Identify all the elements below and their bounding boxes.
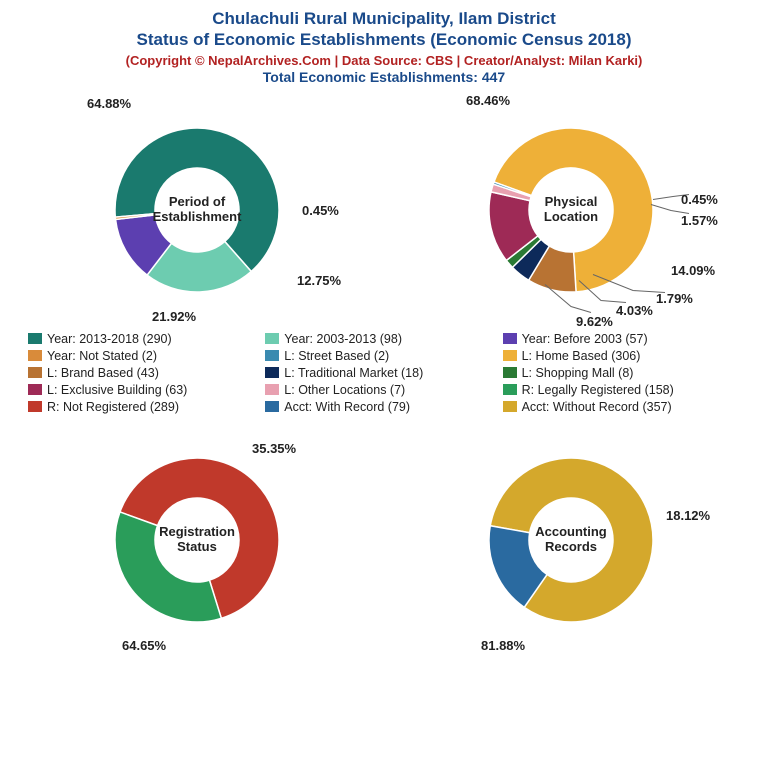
slice-pct-label: 81.88% — [481, 638, 525, 653]
copyright-line: (Copyright © NepalArchives.Com | Data So… — [10, 53, 758, 68]
header: Chulachuli Rural Municipality, Ilam Dist… — [0, 0, 768, 89]
legend-swatch — [28, 350, 42, 361]
chart-period-of-establishment: Period ofEstablishment64.88%21.92%12.75%… — [27, 93, 367, 328]
slice-pct-label: 9.62% — [576, 314, 613, 329]
slice-pct-label: 0.45% — [681, 192, 718, 207]
legend-label: R: Not Registered (289) — [47, 400, 179, 414]
legend-swatch — [265, 401, 279, 412]
legend-label: L: Shopping Mall (8) — [522, 366, 634, 380]
legend-item: Year: 2013-2018 (290) — [28, 332, 265, 346]
slice-pct-label: 4.03% — [616, 303, 653, 318]
chart-accounting-records: AccountingRecords81.88%18.12% — [401, 423, 741, 658]
charts-row-top: Period ofEstablishment64.88%21.92%12.75%… — [0, 89, 768, 328]
legend: Year: 2013-2018 (290) Year: 2003-2013 (98… — [0, 328, 768, 423]
legend-swatch — [28, 384, 42, 395]
slice-pct-label: 0.45% — [302, 203, 339, 218]
legend-swatch — [503, 401, 517, 412]
legend-swatch — [503, 367, 517, 378]
legend-label: L: Home Based (306) — [522, 349, 641, 363]
legend-item: Acct: With Record (79) — [265, 400, 502, 414]
title-line-1: Chulachuli Rural Municipality, Ilam Dist… — [10, 8, 758, 29]
legend-label: Year: 2003-2013 (98) — [284, 332, 402, 346]
slice-pct-label: 1.57% — [681, 213, 718, 228]
donut-svg — [401, 423, 741, 658]
legend-item: Acct: Without Record (357) — [503, 400, 740, 414]
chart-registration-status: RegistrationStatus64.65%35.35% — [27, 423, 367, 658]
charts-row-bottom: RegistrationStatus64.65%35.35% Accountin… — [0, 423, 768, 662]
legend-item: L: Other Locations (7) — [265, 383, 502, 397]
legend-label: Year: Not Stated (2) — [47, 349, 157, 363]
legend-item: Year: 2003-2013 (98) — [265, 332, 502, 346]
chart-physical-location: PhysicalLocation68.46%9.62%4.03%1.79%14.… — [401, 93, 741, 328]
legend-label: R: Legally Registered (158) — [522, 383, 674, 397]
legend-label: L: Other Locations (7) — [284, 383, 405, 397]
legend-item: R: Not Registered (289) — [28, 400, 265, 414]
legend-swatch — [503, 333, 517, 344]
total-line: Total Economic Establishments: 447 — [10, 69, 758, 85]
legend-swatch — [28, 401, 42, 412]
slice-pct-label: 14.09% — [671, 263, 715, 278]
slice-pct-label: 64.88% — [87, 96, 131, 111]
legend-swatch — [265, 367, 279, 378]
slice-pct-label: 12.75% — [297, 273, 341, 288]
legend-item: L: Traditional Market (18) — [265, 366, 502, 380]
legend-item: Year: Not Stated (2) — [28, 349, 265, 363]
legend-label: Acct: With Record (79) — [284, 400, 410, 414]
slice-pct-label: 64.65% — [122, 638, 166, 653]
legend-swatch — [265, 333, 279, 344]
legend-label: L: Street Based (2) — [284, 349, 389, 363]
legend-swatch — [265, 384, 279, 395]
legend-item: L: Street Based (2) — [265, 349, 502, 363]
legend-label: Year: Before 2003 (57) — [522, 332, 648, 346]
legend-swatch — [28, 333, 42, 344]
slice-pct-label: 21.92% — [152, 309, 196, 324]
slice-pct-label: 35.35% — [252, 441, 296, 456]
legend-label: L: Brand Based (43) — [47, 366, 159, 380]
donut-svg — [27, 423, 367, 658]
legend-label: Year: 2013-2018 (290) — [47, 332, 172, 346]
legend-label: L: Exclusive Building (63) — [47, 383, 187, 397]
legend-item: L: Home Based (306) — [503, 349, 740, 363]
legend-item: L: Exclusive Building (63) — [28, 383, 265, 397]
legend-label: L: Traditional Market (18) — [284, 366, 423, 380]
slice-pct-label: 18.12% — [666, 508, 710, 523]
slice-pct-label: 68.46% — [466, 93, 510, 108]
legend-swatch — [28, 367, 42, 378]
donut-slice — [115, 512, 221, 622]
legend-swatch — [503, 384, 517, 395]
legend-swatch — [503, 350, 517, 361]
legend-item: Year: Before 2003 (57) — [503, 332, 740, 346]
legend-item: L: Shopping Mall (8) — [503, 366, 740, 380]
legend-label: Acct: Without Record (357) — [522, 400, 672, 414]
legend-item: L: Brand Based (43) — [28, 366, 265, 380]
title-line-2: Status of Economic Establishments (Econo… — [10, 29, 758, 50]
slice-pct-label: 1.79% — [656, 291, 693, 306]
legend-item: R: Legally Registered (158) — [503, 383, 740, 397]
legend-swatch — [265, 350, 279, 361]
